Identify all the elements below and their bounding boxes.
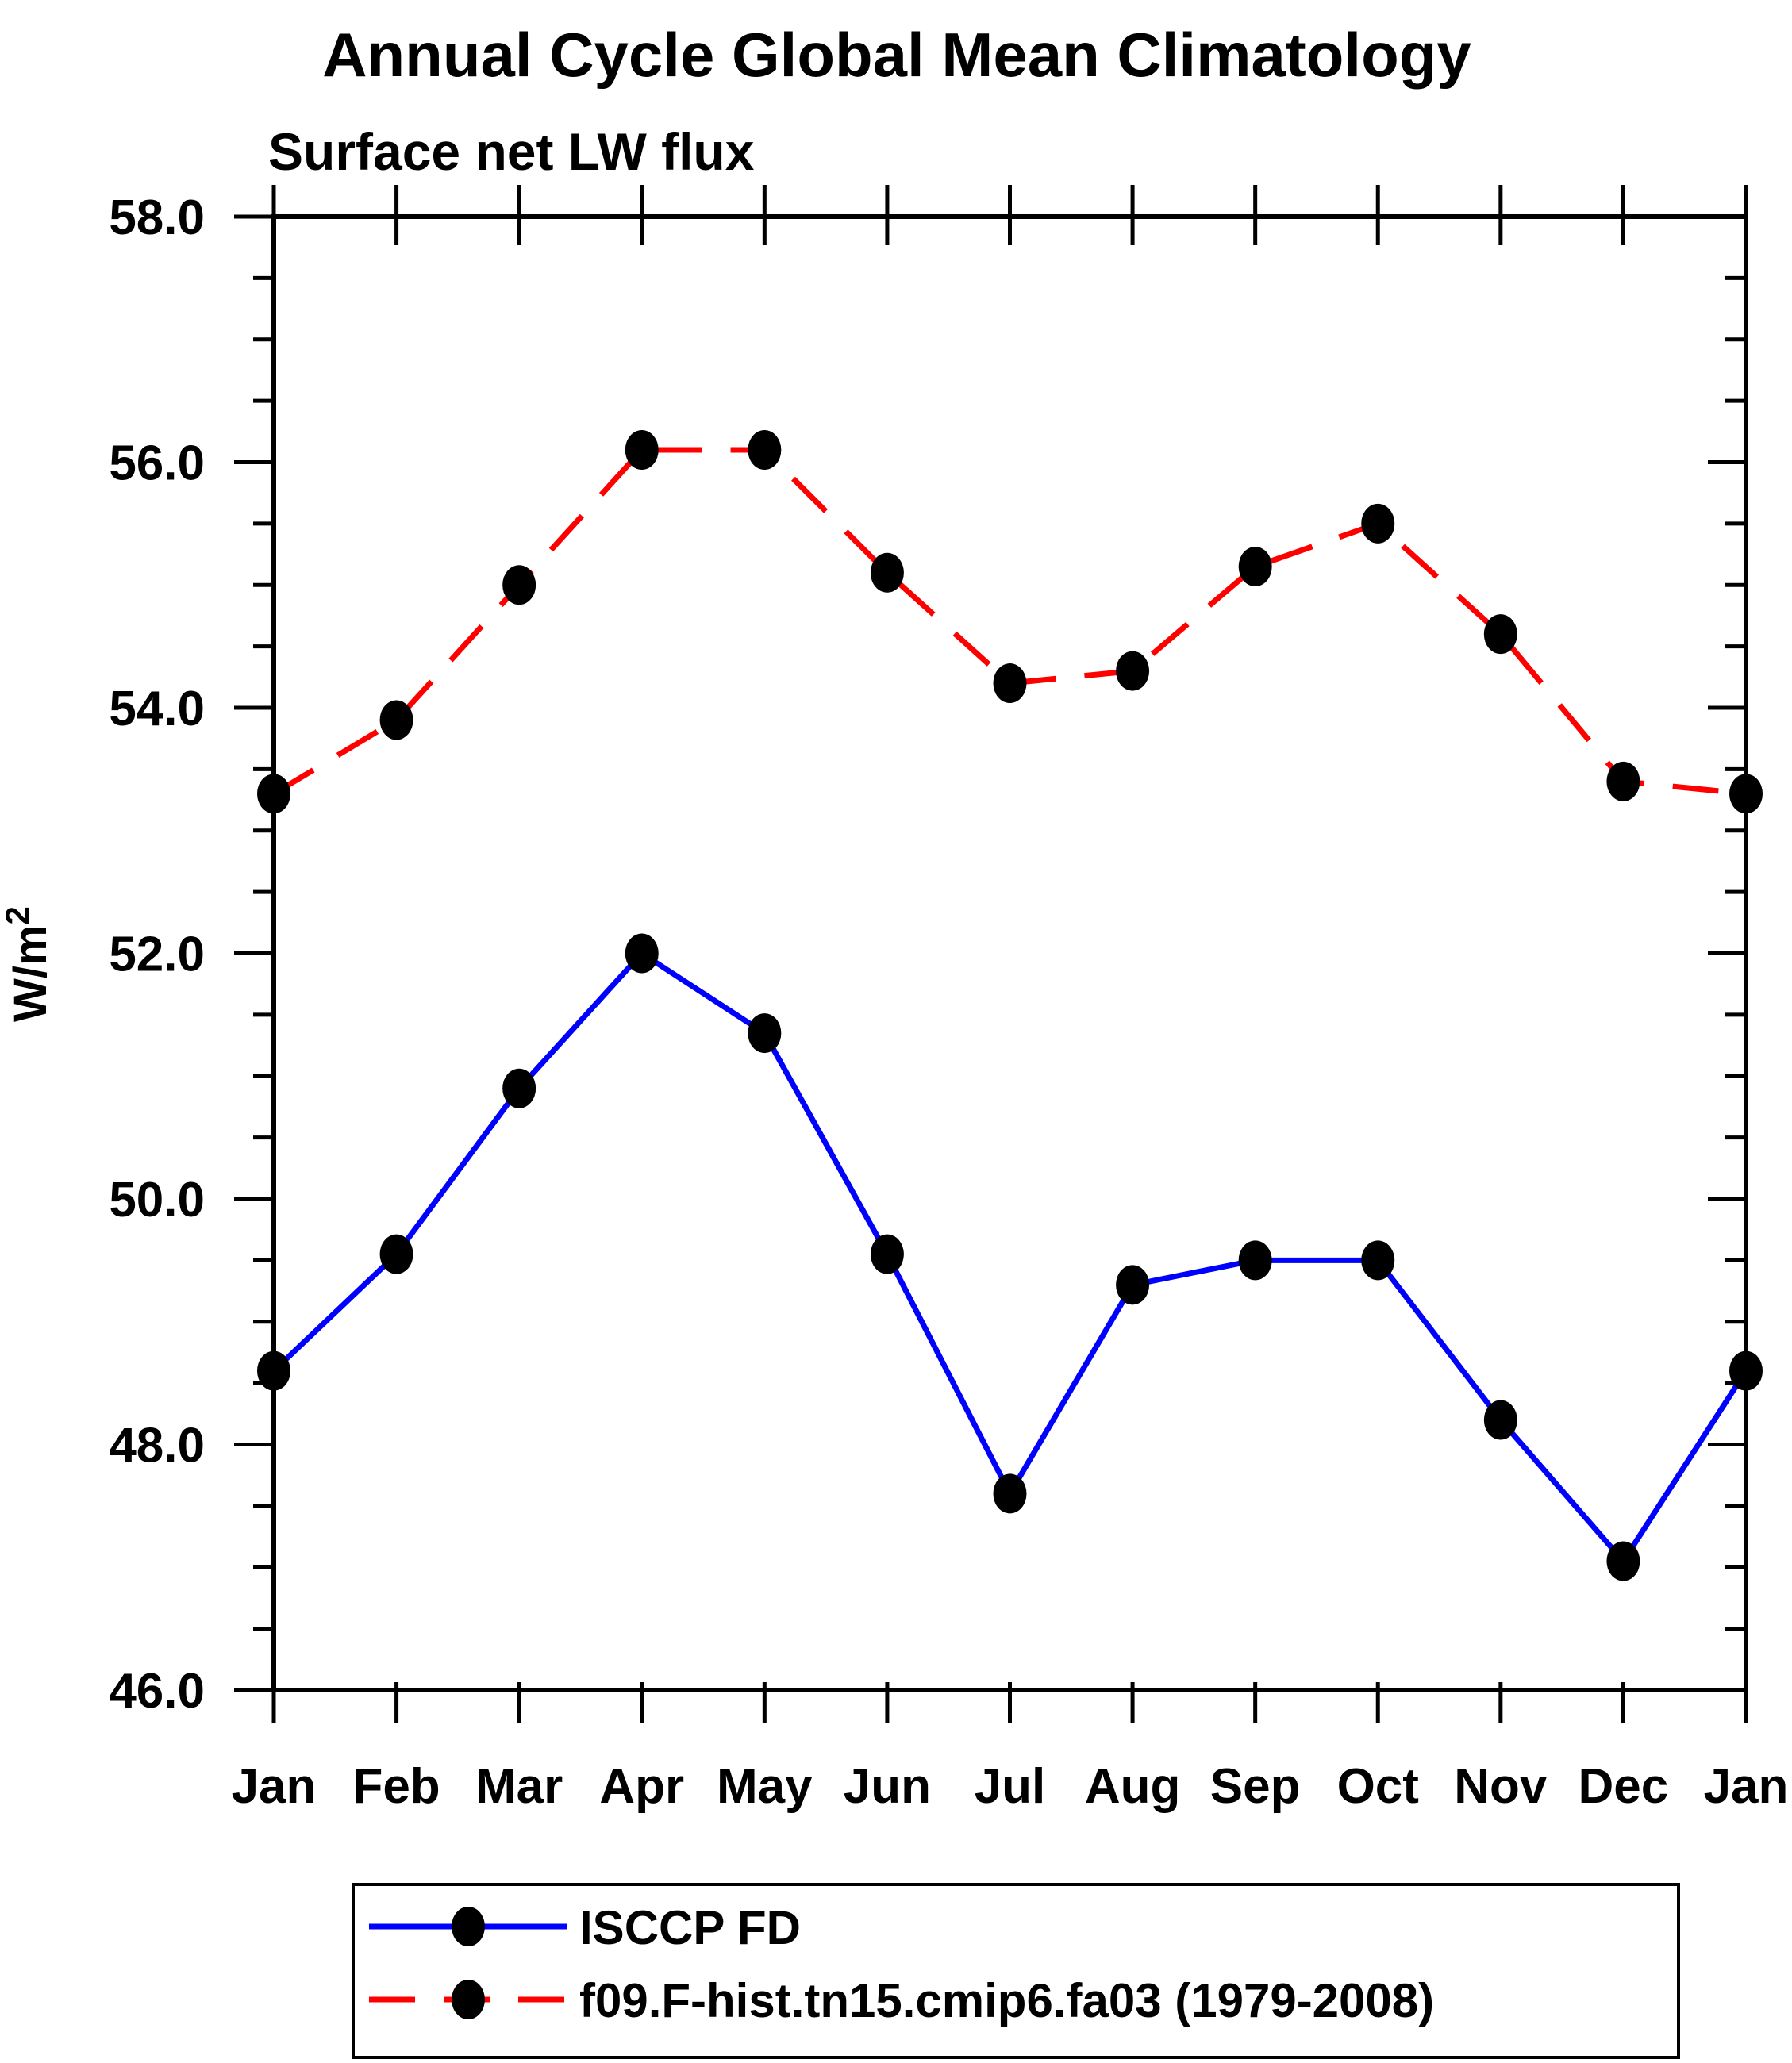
x-tick-label: Oct [1337,1759,1419,1814]
x-tick-labels: Jan Feb Mar Apr May Jun Jul Aug Sep Oct Nov Dec Jan [232,1759,1789,1814]
legend-isccp-label: ISCCP FD [579,1901,801,1954]
data-point-marker [257,774,290,814]
x-tick-label: Feb [352,1759,440,1814]
series-line-isccp [271,949,1748,1566]
x-tick-label: Jul [975,1759,1046,1814]
series-line-f09 [272,447,1747,797]
data-point-marker [993,663,1027,704]
data-point-marker [257,1350,290,1391]
data-point-marker [1729,774,1763,814]
data-point-marker [1483,1400,1517,1440]
data-series [271,447,1748,1566]
y-tick-label: 54.0 [109,682,205,736]
data-point-marker [1116,1265,1150,1305]
data-point-marker [1361,503,1395,544]
data-point-marker [748,1013,782,1054]
data-point-marker [870,552,904,593]
y-tick-label: 46.0 [109,1664,205,1719]
x-tick-label: Jan [232,1759,317,1814]
x-tick-label: Mar [475,1759,563,1814]
data-point-marker [625,430,659,471]
y-tick-label: 50.0 [109,1173,205,1227]
data-point-marker [1361,1240,1395,1281]
x-tick-label: Nov [1454,1759,1548,1814]
y-tick-label: 56.0 [109,436,205,491]
y-tick-labels: 58.0 56.0 54.0 52.0 50.0 48.0 46.0 [109,190,205,1719]
chart-title: Annual Cycle Global Mean Climatology [322,20,1471,90]
data-point-marker [625,933,659,974]
y-axis-label: W/m2 [0,906,56,1022]
data-point-marker [870,1234,904,1274]
y-tick-label: 52.0 [109,928,205,982]
axis-ticks [234,185,1748,1723]
x-tick-label: Jun [844,1759,931,1814]
x-tick-label: Aug [1085,1759,1181,1814]
data-point-marker [1606,761,1640,801]
data-point-marker [993,1473,1027,1514]
data-point-marker [1729,1350,1763,1391]
x-tick-label: Dec [1579,1759,1669,1814]
data-point-marker [502,1068,536,1108]
chart-subtitle: Surface net LW flux [268,122,755,181]
data-point-marker [1238,547,1272,587]
data-point-marker [1606,1541,1640,1581]
x-tick-label: Sep [1210,1759,1301,1814]
data-point-marker [379,1234,413,1274]
plot-frame [271,214,1748,1692]
legend-box [352,1883,1680,2059]
data-point-marker [1116,651,1150,691]
data-point-marker [1238,1240,1272,1281]
x-tick-label: May [717,1759,813,1814]
y-axis-label-base: W/m [5,924,56,1021]
legend-f09-label: f09.F-hist.tn15.cmip6.fa03 (1979-2008) [579,1974,1434,2027]
data-point-marker [748,430,782,471]
x-tick-label: Jan [1704,1759,1789,1814]
data-point-marker [1483,614,1517,655]
y-tick-label: 58.0 [109,190,205,245]
legend-f09-marker [452,1980,485,2019]
x-tick-label: Apr [599,1759,684,1814]
data-point-markers [257,430,1763,1581]
y-axis-label-exponent: 2 [0,906,36,924]
data-point-marker [379,700,413,740]
legend-isccp-marker [452,1907,485,1946]
data-point-marker [502,565,536,605]
legend: ISCCP FD f09.F-hist.tn15.cmip6.fa03 (197… [352,1883,1680,2059]
y-tick-label: 48.0 [109,1419,205,1473]
